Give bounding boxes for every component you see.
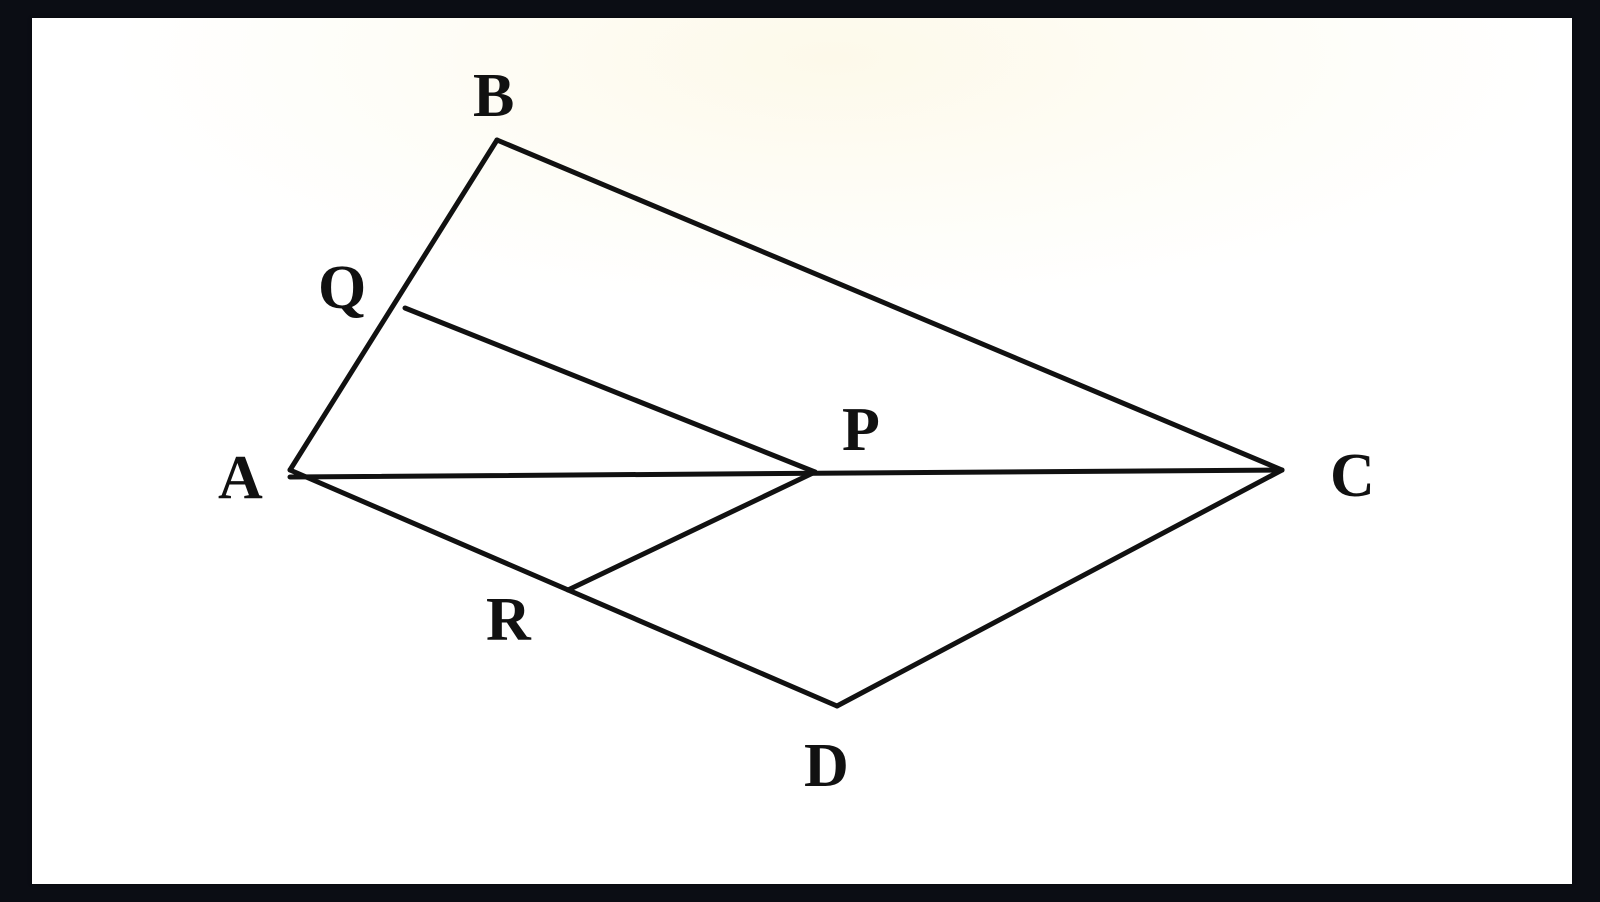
segment-cd — [834, 467, 1285, 709]
vertex-label-b: B — [473, 62, 514, 130]
vertex-label-p: P — [842, 396, 880, 464]
diagram-paper — [32, 18, 1572, 884]
segment-pr — [565, 469, 818, 593]
segment-ab — [287, 137, 500, 473]
segment-da — [287, 467, 840, 709]
segment-ac — [287, 467, 1285, 480]
vertex-label-a: A — [218, 444, 263, 512]
vertex-label-c: C — [1330, 442, 1375, 510]
vertex-label-r: R — [486, 586, 532, 654]
segment-bc — [494, 137, 1285, 473]
vertex-label-q: Q — [318, 254, 366, 322]
vertex-label-d: D — [804, 732, 849, 800]
segment-qp — [402, 305, 818, 475]
